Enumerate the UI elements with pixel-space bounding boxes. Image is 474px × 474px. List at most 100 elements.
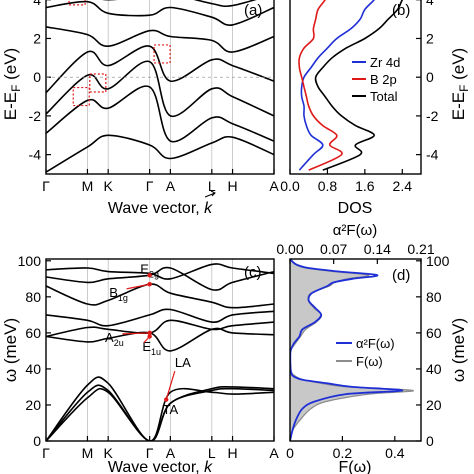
band-line-5: [46, 308, 274, 327]
legend-label: F(ω): [356, 354, 383, 369]
y-tick-label: 2: [33, 30, 41, 46]
x-tick-label: 2.4: [393, 178, 413, 194]
band-line-2: [46, 376, 274, 441]
y-tick-label: 20: [426, 397, 442, 413]
annotation-arrowhead: [147, 330, 152, 336]
x-tick-label: M: [82, 445, 94, 461]
dos-line-2: [314, 0, 404, 171]
band-line-2: [46, 60, 274, 117]
mode-letter: B: [109, 285, 118, 300]
legend-label: B 2p: [370, 72, 397, 87]
x-tick-label: Γ: [146, 445, 154, 461]
x-tick-label: K: [104, 445, 114, 461]
dos-curves: [298, 0, 404, 171]
dos-line-0: [298, 0, 375, 171]
y-axis-title: ω (meV): [1, 318, 20, 382]
bands: [46, 263, 274, 441]
degeneracy-marker: [72, 86, 90, 107]
y-tick-label: 20: [25, 397, 41, 413]
top-x-axis-title: α²F(ω): [333, 222, 378, 239]
k-symbol: k: [204, 200, 213, 217]
mode-sub: 2g: [149, 269, 159, 279]
vector-arrow-icon: [204, 190, 216, 198]
x-tick-label: A: [166, 445, 176, 461]
x-tick-label: K: [104, 178, 114, 194]
band-line-4: [46, 327, 274, 352]
band-line-0: [46, 387, 274, 441]
top-x-tick-label: 0.00: [276, 241, 303, 257]
y-tick-label: 0: [33, 433, 41, 449]
y-tick-label: 0: [33, 69, 41, 85]
y-axis-title-sub: F: [9, 85, 23, 92]
mode-sub: 1g: [118, 293, 128, 303]
panel-label: (a): [244, 2, 262, 19]
x-tick-label: 0.0: [280, 178, 300, 194]
band-line-6: [101, 0, 257, 8]
y-tick-label: 100: [18, 253, 42, 269]
plot-frame: [289, 258, 422, 442]
x-axis-title: Wave vector, k: [108, 200, 213, 217]
y-tick-label: 4: [33, 0, 41, 8]
x-tick-label: Γ: [42, 445, 50, 461]
right-y-axis-title-sub: F: [457, 85, 471, 92]
mode-label-0: E2g: [140, 261, 159, 279]
annotation-arrow: [126, 283, 150, 290]
band-line-1: [46, 384, 274, 441]
y-tick-label: -4: [426, 147, 439, 163]
top-x-tick-label: 0.07: [320, 241, 347, 257]
y-tick-label: 0: [426, 433, 434, 449]
band-line-8: [46, 263, 274, 280]
y-tick-label: 40: [25, 361, 41, 377]
y-axis-title-rest: (eV): [1, 48, 20, 85]
mode-label-4: LA: [175, 355, 191, 370]
x-tick-label: 0.2: [333, 445, 353, 461]
legend-label: α²F(ω): [356, 336, 395, 351]
legend: Zr 4d B 2p Total: [352, 55, 400, 104]
y-tick-label: 4: [426, 0, 434, 8]
annotation-arrow: [165, 370, 176, 400]
right-y-axis-title: E-EF (eV): [449, 48, 471, 120]
panel-b: 4 2 0 -2 -4 0.0 0.8 1.6 2.4 DOS E-EF (eV) (b) Zr 4d B…: [280, 0, 471, 217]
x-tick-label: A: [269, 445, 279, 461]
mode-letter: E: [140, 261, 149, 276]
degeneracy-marker: [89, 73, 107, 93]
band-line-6: [46, 283, 274, 309]
mode-letter: TA: [163, 402, 179, 417]
y-tick-label: 80: [426, 289, 442, 305]
y-axis-title: E-EF (eV): [1, 48, 23, 120]
right-y-axis-title-main: E-E: [449, 92, 468, 120]
annotation-arrowhead: [147, 334, 152, 339]
mode-sub: 1u: [151, 347, 161, 357]
mode-label-2: A2u: [105, 330, 124, 348]
panel-label: (b): [392, 2, 410, 19]
panel-label: (c): [244, 264, 262, 281]
annotation-arrowhead: [164, 397, 169, 402]
degeneracy-marker: [153, 44, 171, 64]
top-x-tick-label: 0.14: [364, 241, 391, 257]
degeneracy-marker: [68, 0, 86, 6]
x-tick-label: L: [208, 178, 216, 194]
y-tick-label: 80: [25, 289, 41, 305]
y-tick-label: -4: [29, 147, 42, 163]
annotation-arrow: [122, 332, 150, 335]
panel-d: 100 80 60 40 20 0 0.00 0.07 0.14 0.21 0 0.2 0.4 α²F(ω…: [276, 222, 468, 474]
dos-line-1: [298, 0, 343, 171]
legend-label: Zr 4d: [370, 55, 400, 70]
band-line-3: [46, 319, 274, 338]
x-tick-label: Γ: [42, 178, 50, 194]
y-tick-label: 100: [426, 253, 450, 269]
right-y-axis-title: ω (meV): [449, 318, 468, 382]
mode-letter: LA: [175, 355, 191, 370]
x-tick-label: 1.6: [355, 178, 375, 194]
plot-frame: [45, 258, 275, 442]
band-line-0: [46, 134, 274, 173]
mode-letter: A: [105, 330, 114, 345]
top-x-tick-label: 0.21: [407, 241, 434, 257]
bands: [46, 0, 274, 173]
x-tick-label: L: [208, 445, 216, 461]
x-axis-title: Wave vector, k: [108, 459, 213, 474]
y-tick-label: 40: [426, 361, 442, 377]
